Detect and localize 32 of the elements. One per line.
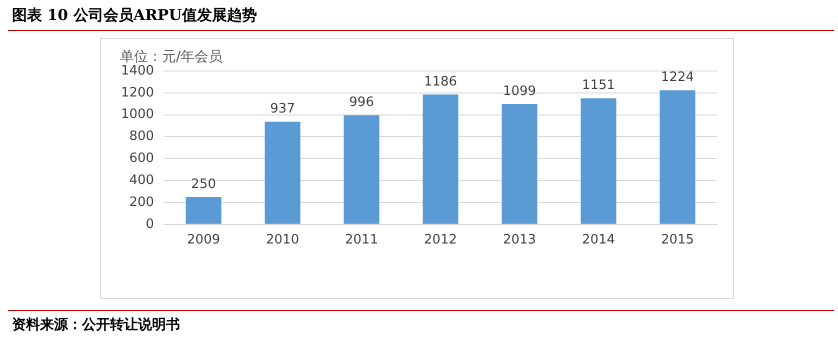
x-tick-label: 2014 [582, 232, 616, 248]
text: 资料来源：公开转让说明书 [12, 316, 180, 334]
data-label: 937 [270, 102, 295, 117]
x-tick-label: 2012 [424, 232, 458, 248]
y-tick-label: 1200 [120, 85, 154, 100]
bar [580, 98, 616, 224]
x-tick-label: 2013 [502, 232, 536, 248]
x-tick-label: 2010 [266, 232, 300, 248]
x-tick-label: 2011 [345, 232, 378, 248]
bar [344, 115, 380, 224]
x-tick-label: 2015 [660, 232, 694, 248]
y-tick-label: 1400 [120, 63, 154, 78]
data-label: 1186 [424, 74, 458, 90]
y-tick-label: 800 [129, 129, 154, 144]
bar [264, 122, 300, 224]
bar [502, 104, 538, 224]
y-tick-label: 400 [129, 172, 154, 188]
y-tick-label: 0 [146, 216, 154, 232]
data-label: 250 [191, 176, 216, 192]
y-tick-label: 200 [129, 194, 154, 210]
data-label: 1224 [660, 70, 694, 86]
data-label: 1151 [582, 78, 616, 94]
data-label: 1099 [502, 84, 536, 99]
x-tick-label: 2009 [187, 232, 220, 248]
y-axis-title: 单位：元/年会员 [120, 48, 223, 65]
data-label: 996 [349, 95, 374, 110]
bar [660, 90, 696, 224]
y-tick-label: 1000 [120, 107, 154, 122]
y-tick-label: 600 [129, 151, 154, 166]
bar [422, 94, 458, 224]
bar [186, 197, 222, 224]
chart-title: 图表 10 公司会员ARPU值发展趋势 [12, 6, 257, 25]
